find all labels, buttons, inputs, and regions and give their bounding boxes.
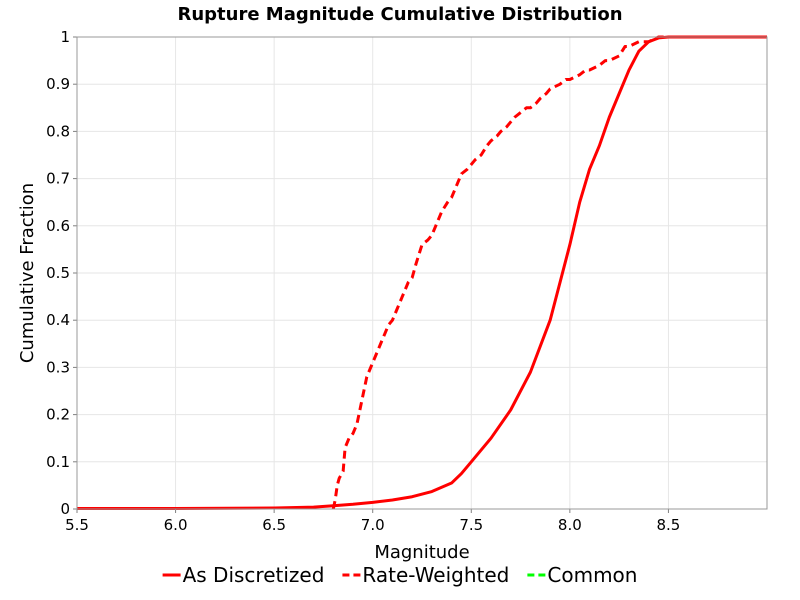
x-tick-label: 7.5 (459, 516, 483, 534)
y-tick-label: 0 (60, 500, 70, 518)
series-line-as-discretized (77, 35, 767, 511)
legend-label: Common (547, 563, 637, 587)
legend-item: Rate-Weighted (342, 563, 509, 587)
x-tick-label: 5.5 (65, 516, 89, 534)
chart-title: Rupture Magnitude Cumulative Distributio… (177, 4, 622, 25)
x-tick-label: 8.0 (558, 516, 582, 534)
x-axis-label: Magnitude (374, 542, 469, 563)
plot-border (76, 36, 768, 510)
y-tick-label: 0.7 (46, 170, 70, 188)
y-tick-label: 0.3 (46, 358, 70, 376)
x-tick-label: 6.5 (262, 516, 286, 534)
y-tick-label: 0.1 (46, 453, 70, 471)
y-tick-label: 0.8 (46, 122, 70, 140)
y-tick-label: 0.5 (46, 264, 70, 282)
y-tick-label: 0.2 (46, 406, 70, 424)
legend: As Discretized Rate-Weighted Common (162, 563, 637, 587)
legend-item: Common (527, 563, 637, 587)
legend-item: As Discretized (162, 563, 325, 587)
y-tick-label: 0.4 (46, 311, 70, 329)
y-tick-label: 0.9 (46, 75, 70, 93)
x-tick-label: 6.0 (164, 516, 188, 534)
y-axis-label: Cumulative Fraction (17, 183, 38, 363)
series-line-rate-weighted (331, 35, 767, 510)
legend-label: Rate-Weighted (362, 563, 509, 587)
y-tick-label: 0.6 (46, 217, 70, 235)
x-tick-label: 7.0 (361, 516, 385, 534)
x-tick-label: 8.5 (656, 516, 680, 534)
axes: 5.5 6.0 6.5 7.0 7.5 8.0 8.5 0 0.1 0.2 0.3 0.4 0.5 0.6… (46, 28, 768, 534)
series-group (77, 35, 767, 511)
y-tick-label: 1 (60, 28, 70, 46)
legend-label: As Discretized (183, 563, 325, 587)
